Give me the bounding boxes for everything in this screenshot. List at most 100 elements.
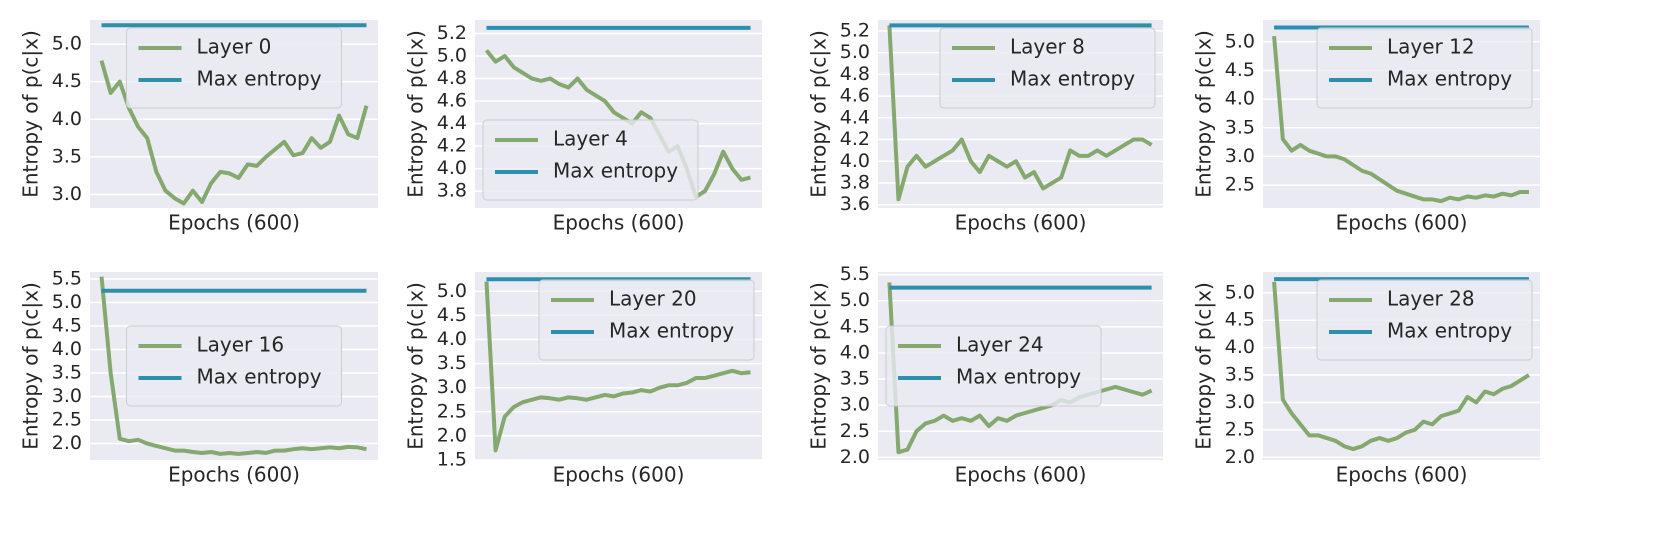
y-axis-label: Entropy of p(c|x) [19,282,43,450]
x-axis-label: Epochs (600) [955,463,1087,487]
y-tick-label: 5.0 [840,289,870,311]
y-axis-label: Entropy of p(c|x) [1192,282,1216,450]
y-tick-label: 2.5 [1225,174,1255,196]
y-tick-label: 4.6 [840,85,870,107]
y-axis-label: Entropy of p(c|x) [1192,30,1216,198]
y-tick-label: 4.0 [1225,88,1255,110]
line-series [887,282,1153,455]
legend-label: Layer 0 [197,35,272,59]
y-axis-label: Entropy of p(c|x) [807,30,831,198]
line-series [887,25,1153,202]
y-tick-label: 4.5 [1225,59,1255,81]
y-tick-label: 4.4 [437,112,467,134]
line-series [484,281,751,453]
legend-label: Max entropy [1387,319,1512,343]
legend-label: Max entropy [553,159,678,183]
y-tick-label: 1.5 [437,449,467,471]
legend-label: Layer 16 [197,333,285,357]
y-tick-label: 4.5 [1225,309,1255,331]
y-tick-label: 3.5 [840,368,870,390]
legend-label: Max entropy [609,319,734,343]
legend-label: Max entropy [197,365,322,389]
y-tick-label: 3.8 [840,172,870,194]
y-tick-label: 4.8 [840,63,870,85]
y-tick-label: 3.0 [52,183,82,205]
y-tick-label: 3.0 [437,376,467,398]
y-axis-label: Entropy of p(c|x) [404,30,428,198]
legend: Layer 16 Max entropy [126,325,342,407]
y-tick-label: 3.5 [437,352,467,374]
y-tick-label: 4.0 [840,341,870,363]
y-tick-label: 3.8 [437,180,467,202]
y-tick-label: 5.2 [437,22,467,44]
line-series [484,49,752,199]
y-tick-label: 4.0 [52,108,82,130]
legend: Layer 24 Max entropy [885,325,1102,407]
y-tick-label: 3.0 [840,394,870,416]
legend: Layer 4 Max entropy [482,119,699,201]
y-tick-label: 4.2 [840,128,870,150]
y-tick-label: 5.0 [52,291,82,313]
y-tick-label: 2.0 [437,424,467,446]
y-tick-label: 4.4 [840,106,870,128]
y-tick-label: 3.5 [1225,116,1255,138]
y-tick-label: 4.0 [437,328,467,350]
legend: Layer 12 Max entropy [1316,27,1533,109]
legend-label: Layer 4 [553,127,628,151]
y-tick-label: 2.5 [840,420,870,442]
y-tick-label: 5.0 [437,280,467,302]
y-tick-label: 3.0 [1225,145,1255,167]
x-axis-label: Epochs (600) [168,211,300,235]
y-tick-label: 2.0 [1225,446,1255,468]
legend: Layer 20 Max entropy [538,279,755,361]
y-tick-label: 5.0 [1225,281,1255,303]
y-tick-label: 2.0 [840,446,870,468]
y-tick-label: 5.5 [840,263,870,285]
y-tick-label: 4.5 [840,315,870,337]
legend-label: Max entropy [1010,67,1135,91]
y-tick-label: 2.0 [52,432,82,454]
y-axis-label: Entropy of p(c|x) [404,282,428,450]
legend-label: Layer 8 [1010,35,1085,59]
y-tick-label: 4.5 [52,315,82,337]
y-tick-label: 5.5 [52,268,82,290]
y-tick-label: 3.0 [1225,391,1255,413]
y-tick-label: 5.2 [840,19,870,41]
legend-label: Layer 28 [1387,287,1475,311]
y-tick-label: 2.5 [437,400,467,422]
legend-label: Max entropy [1387,67,1512,91]
y-tick-label: 4.8 [437,67,467,89]
y-tick-label: 5.0 [1225,30,1255,52]
x-axis-label: Epochs (600) [168,463,300,487]
y-tick-label: 4.6 [437,90,467,112]
line-series [1272,35,1529,204]
y-tick-label: 5.0 [52,33,82,55]
legend-label: Max entropy [197,67,322,91]
y-tick-label: 4.5 [437,304,467,326]
legend-label: Max entropy [956,365,1081,389]
x-axis-label: Epochs (600) [955,211,1087,235]
y-tick-label: 3.6 [840,193,870,215]
y-tick-label: 3.5 [52,145,82,167]
y-tick-label: 4.0 [840,150,870,172]
y-tick-label: 4.2 [437,135,467,157]
y-tick-label: 5.0 [437,45,467,67]
y-tick-label: 2.5 [52,409,82,431]
y-tick-label: 2.5 [1225,418,1255,440]
y-axis-label: Entropy of p(c|x) [19,30,43,198]
y-tick-label: 4.0 [437,157,467,179]
y-tick-label: 3.5 [1225,364,1255,386]
y-tick-label: 5.0 [840,41,870,63]
x-axis-label: Epochs (600) [553,463,685,487]
line-series [1272,281,1530,452]
y-axis-label: Entropy of p(c|x) [807,282,831,450]
line-series [99,276,367,456]
legend-label: Layer 12 [1387,35,1475,59]
x-axis-label: Epochs (600) [553,211,685,235]
y-tick-label: 4.0 [1225,336,1255,358]
y-tick-label: 4.0 [52,338,82,360]
legend: Layer 8 Max entropy [939,27,1156,109]
legend: Layer 0 Max entropy [126,27,342,109]
y-tick-label: 4.5 [52,70,82,92]
